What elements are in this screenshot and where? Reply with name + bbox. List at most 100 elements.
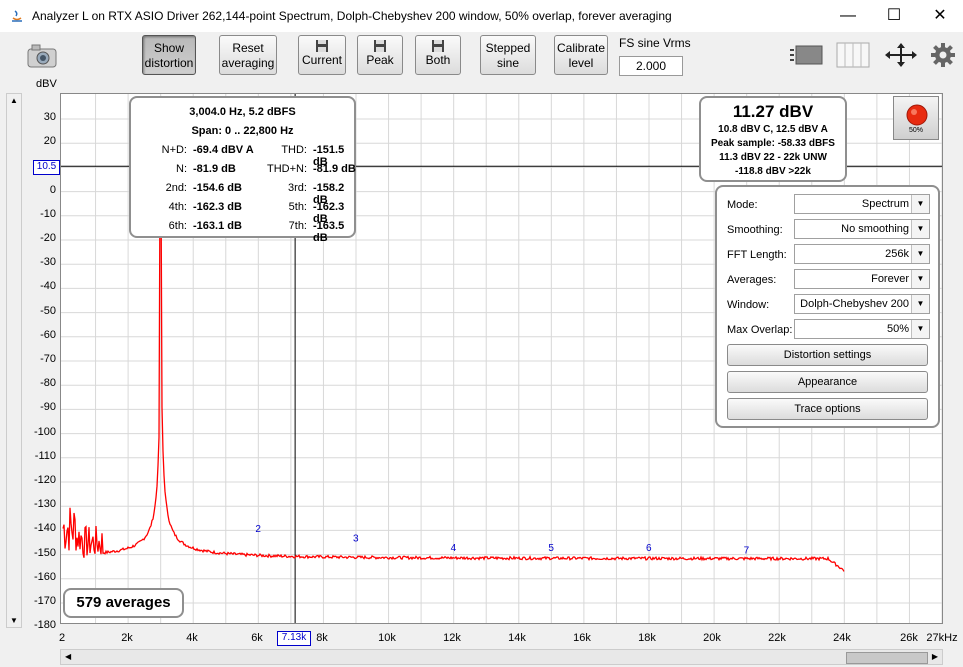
y-tick-label: -70 — [40, 353, 56, 365]
y-tick-label: -150 — [33, 546, 56, 559]
metric-label: 3rd: — [288, 182, 307, 194]
settings-panel: Mode: Spectrum ▼ Smoothing: No smoothing ▼… — [715, 185, 940, 428]
max-overlap-label: Max Overlap: — [727, 324, 793, 336]
metric-value: -69.4 dBV A — [193, 144, 254, 156]
vertical-scrollbar[interactable]: ▲ ▼ — [6, 93, 22, 628]
level-readout-panel: 11.27 dBV 10.8 dBV C, 12.5 dBV A Peak sa… — [699, 96, 847, 182]
fs-sine-input[interactable]: 2.000 — [619, 56, 683, 76]
stepped-sine-button[interactable]: Stepped sine — [480, 35, 536, 75]
window-title: Analyzer L on RTX ASIO Driver 262,144-po… — [32, 9, 672, 23]
y-tick-label: -90 — [40, 401, 56, 414]
y-tick-label: -180 — [33, 619, 56, 632]
y-tick-label: -50 — [40, 304, 56, 317]
chevron-down-icon: ▼ — [911, 220, 929, 238]
chevron-down-icon: ▼ — [911, 245, 929, 263]
y-tick-label: -80 — [40, 377, 56, 390]
calibrate-level-button[interactable]: Calibrate level — [554, 35, 608, 75]
metric-label: N: — [176, 163, 187, 175]
cursor-x-readout: 7.13k — [277, 631, 311, 646]
metric-value: -158.2 dB — [313, 182, 345, 206]
y-tick-label: -100 — [33, 425, 56, 438]
x-tick-label: 10k — [378, 632, 396, 644]
columns-icon[interactable] — [836, 42, 870, 68]
x-tick-label: 8k — [316, 632, 328, 644]
scroll-thumb[interactable] — [846, 652, 928, 664]
chevron-down-icon: ▼ — [911, 295, 929, 313]
x-tick-label: 16k — [573, 632, 591, 644]
y-tick-label: -140 — [33, 522, 56, 535]
appearance-button[interactable]: Appearance — [727, 371, 928, 393]
gear-icon[interactable] — [930, 42, 956, 68]
x-tick-label: 4k — [186, 632, 198, 644]
x-tick-label: 6k — [251, 632, 263, 644]
y-tick-label: -110 — [34, 449, 56, 462]
window-select[interactable]: Dolph-Chebyshev 200 ▼ — [794, 294, 930, 314]
save-icon — [374, 40, 386, 52]
fundamental-readout: 3,004.0 Hz, 5.2 dBFS — [189, 106, 296, 118]
show-distortion-button[interactable]: Show distortion — [142, 35, 196, 75]
metric-value: -151.5 dB — [313, 144, 345, 168]
level-weighted-readout: 10.8 dBV C, 12.5 dBV A — [718, 124, 828, 135]
metric-value: -81.9 dB — [313, 163, 356, 175]
harmonic-marker-label: 6 — [646, 543, 652, 554]
span-readout: Span: 0 .. 22,800 Hz — [191, 125, 294, 137]
y-tick-label: 20 — [43, 135, 56, 148]
mode-select[interactable]: Spectrum ▼ — [794, 194, 930, 214]
smoothing-select[interactable]: No smoothing ▼ — [794, 219, 930, 239]
averages-select[interactable]: Forever ▼ — [794, 269, 930, 289]
save-current-button[interactable]: Current — [298, 35, 346, 75]
camera-icon[interactable] — [26, 43, 58, 69]
y-tick-label: -170 — [33, 595, 56, 607]
scroll-down-icon[interactable]: ▼ — [10, 616, 18, 625]
trace-options-button[interactable]: Trace options — [727, 398, 928, 420]
metric-value: -163.5 dB — [313, 220, 345, 244]
x-tick-label: 2 — [58, 632, 66, 644]
scroll-up-icon[interactable]: ▲ — [10, 96, 18, 105]
reset-averaging-button[interactable]: Reset averaging — [219, 35, 277, 75]
harmonic-marker-label: 4 — [451, 543, 457, 554]
y-tick-label: -120 — [33, 474, 56, 486]
x-tick-label: 12k — [443, 632, 461, 644]
horizontal-scrollbar[interactable]: ◀ ▶ — [60, 649, 943, 665]
y-tick-label: -160 — [33, 570, 56, 583]
chevron-down-icon: ▼ — [911, 270, 929, 288]
averages-label: Averages: — [727, 274, 777, 286]
peak-sample-readout: Peak sample: -58.33 dBFS — [711, 138, 835, 149]
distortion-settings-button[interactable]: Distortion settings — [727, 344, 928, 366]
maximize-button[interactable]: ☐ — [886, 7, 902, 24]
scroll-left-icon[interactable]: ◀ — [65, 652, 72, 661]
save-peak-button[interactable]: Peak — [357, 35, 403, 75]
y-axis-unit: dBV — [36, 78, 57, 90]
close-button[interactable]: ✕ — [933, 7, 947, 24]
x-tick-label: 26k — [900, 632, 918, 644]
minimize-button[interactable]: — — [840, 7, 856, 24]
zoom-arrows-icon[interactable] — [883, 42, 919, 68]
y-tick-label: 0 — [49, 183, 56, 196]
y-tick-label: -40 — [40, 280, 56, 293]
metric-label: 6th: — [168, 220, 187, 232]
layout-toggle-icon[interactable] — [788, 42, 824, 68]
fft-length-select[interactable]: 256k ▼ — [794, 244, 930, 264]
save-icon — [316, 40, 328, 52]
chevron-down-icon: ▼ — [911, 320, 929, 338]
title-bar: Analyzer L on RTX ASIO Driver 262,144-po… — [0, 0, 963, 32]
chevron-down-icon: ▼ — [911, 195, 929, 213]
smoothing-label: Smoothing: — [727, 224, 783, 236]
metric-label: 7th: — [288, 220, 307, 232]
record-button[interactable]: 50% — [893, 96, 939, 140]
metric-value: -81.9 dB — [193, 163, 236, 175]
y-tick-label: -60 — [40, 328, 56, 341]
fs-sine-label: FS sine Vrms — [619, 36, 691, 50]
metric-label: 4th: — [168, 201, 187, 213]
y-tick-label: -20 — [40, 232, 56, 244]
save-both-button[interactable]: Both — [415, 35, 461, 75]
x-tick-label: 27kHz — [926, 632, 958, 644]
metric-label: N+D: — [161, 144, 187, 156]
x-tick-label: 14k — [508, 632, 526, 644]
max-overlap-select[interactable]: 50% ▼ — [794, 319, 930, 339]
harmonic-marker-label: 5 — [548, 543, 554, 554]
scroll-right-icon[interactable]: ▶ — [931, 652, 938, 661]
x-tick-label: 2k — [121, 632, 133, 644]
y-tick-label: -10 — [40, 207, 56, 220]
metric-value: -162.3 dB — [193, 201, 242, 213]
